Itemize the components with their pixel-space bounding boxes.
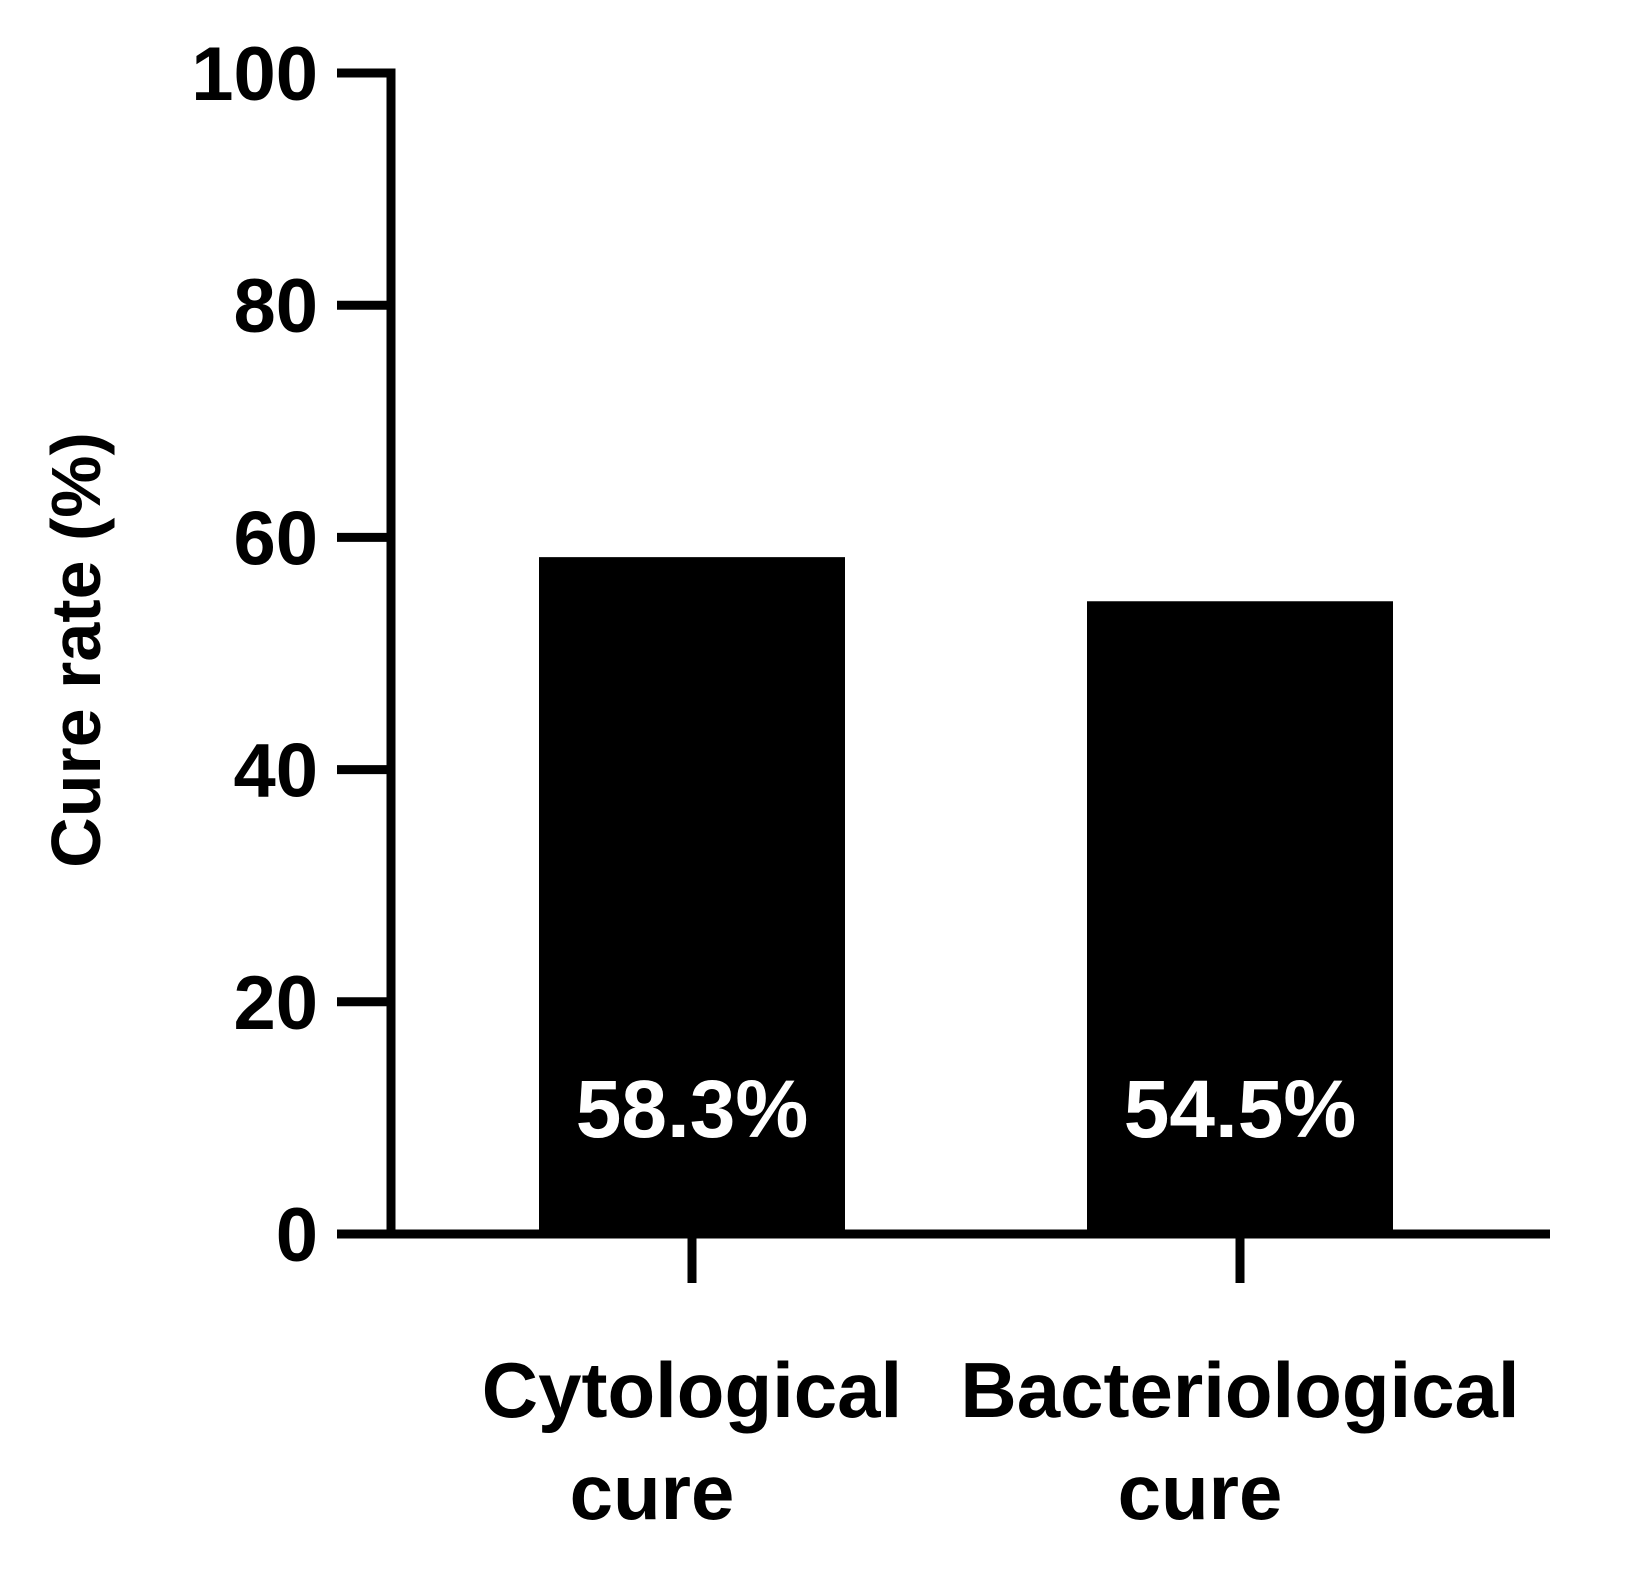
- x-category-label: cure: [570, 1448, 735, 1536]
- x-category-label: Cytological: [482, 1346, 902, 1434]
- bar: [539, 557, 845, 1234]
- y-tick-label: 100: [191, 32, 318, 117]
- bars-group: 58.3% 54.5%: [539, 557, 1393, 1234]
- x-category-label: cure: [1118, 1448, 1283, 1536]
- y-tick-label: 80: [233, 264, 318, 349]
- y-tick-label: 20: [233, 961, 318, 1046]
- x-category-label: Bacteriological: [960, 1346, 1519, 1434]
- y-axis-title: Cure rate (%): [37, 432, 115, 868]
- axes: [386, 68, 1550, 1239]
- y-tick-label: 40: [233, 729, 318, 814]
- bar-data-label: 58.3%: [576, 1064, 809, 1155]
- bar: [1087, 601, 1393, 1234]
- x-axis-ticks: Cytological cure Bacteriological cure: [482, 1234, 1520, 1536]
- bar-data-label: 54.5%: [1124, 1064, 1357, 1155]
- y-tick-label: 0: [276, 1193, 318, 1278]
- y-tick-label: 60: [233, 496, 318, 581]
- y-axis-ticks: 0 20 40 60 80 100: [191, 32, 391, 1278]
